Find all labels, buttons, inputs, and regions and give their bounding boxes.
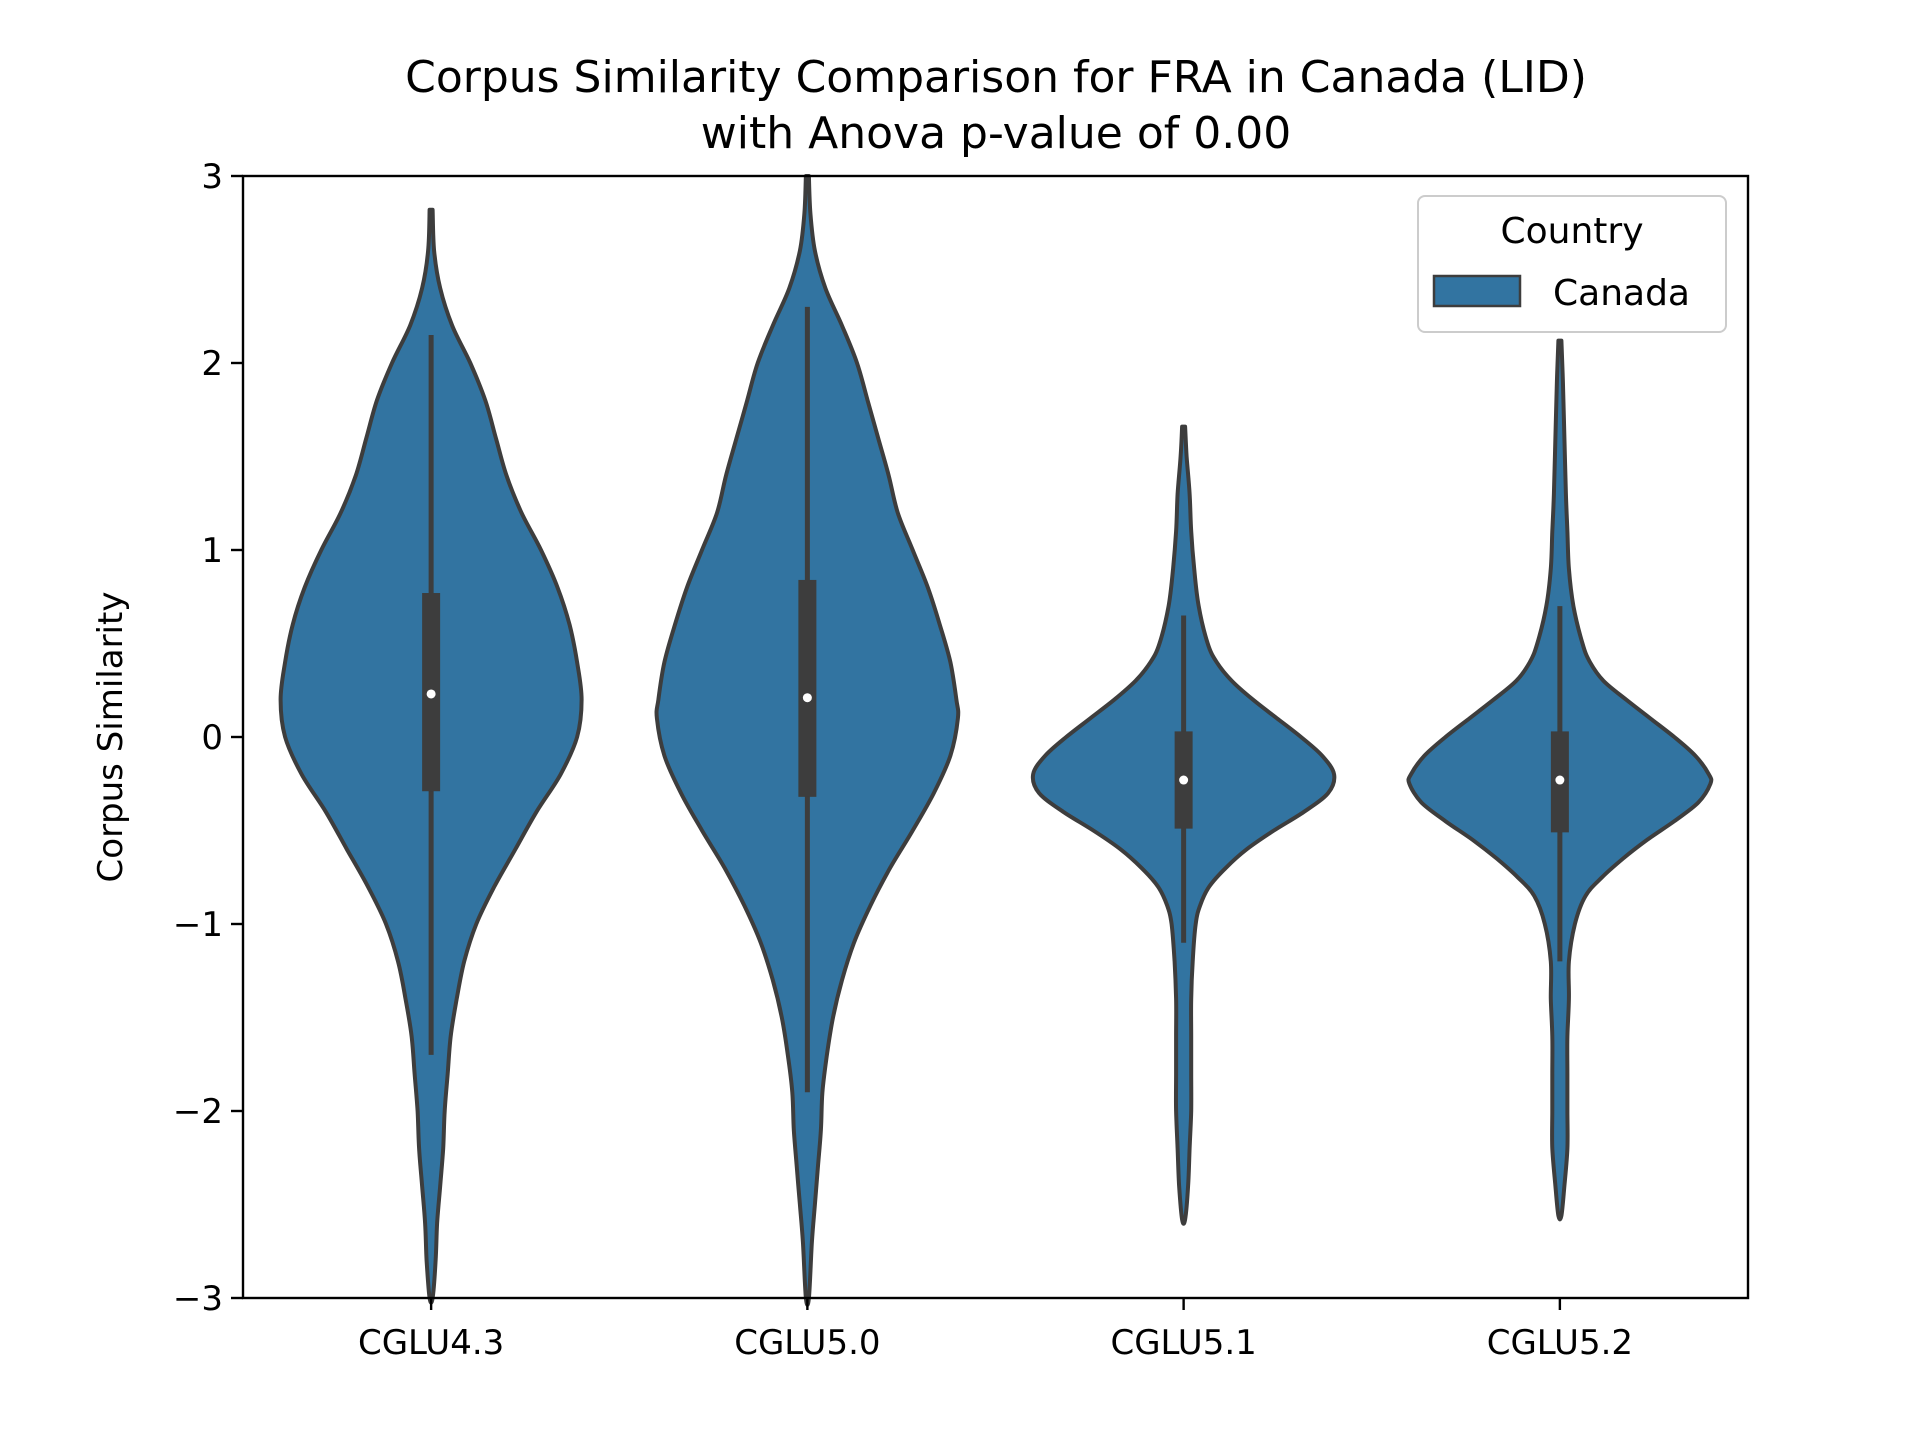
y-tick-label: 1 xyxy=(201,531,223,571)
x-axis-ticks: CGLU4.3 CGLU5.0 CGLU5.1 CGLU5.2 xyxy=(358,1298,1633,1363)
legend-title: Country xyxy=(1500,211,1643,252)
x-tick-label: CGLU5.1 xyxy=(1110,1323,1256,1363)
legend: Country Canada xyxy=(1417,195,1727,333)
legend-swatch-canada xyxy=(1432,274,1522,308)
chart-title-line-1: Corpus Similarity Comparison for FRA in … xyxy=(405,52,1587,103)
violins-layer xyxy=(278,174,1714,1307)
violin-median-point xyxy=(1555,775,1565,785)
y-tick-label: 2 xyxy=(201,344,223,384)
violin-iqr-box xyxy=(798,579,817,797)
legend-entry-canada: Canada xyxy=(1553,273,1690,314)
plot-area-frame xyxy=(241,174,1750,1300)
violin-median-point xyxy=(802,693,812,703)
y-tick-label: −3 xyxy=(173,1279,223,1319)
x-tick-label: CGLU4.3 xyxy=(358,1323,504,1363)
y-tick-label: 0 xyxy=(201,718,223,758)
y-tick-label: 3 xyxy=(201,157,223,197)
y-tick-label: −1 xyxy=(173,905,223,945)
chart-title-line-2: with Anova p-value of 0.00 xyxy=(701,108,1291,159)
y-axis-label: Corpus Similarity xyxy=(91,592,131,883)
y-axis-ticks: 3 2 1 0 −1 −2 −3 xyxy=(173,157,243,1319)
violin-median-point xyxy=(426,689,436,699)
x-tick-label: CGLU5.0 xyxy=(734,1323,880,1363)
violin-median-point xyxy=(1179,775,1189,785)
y-tick-label: −2 xyxy=(173,1092,223,1132)
x-tick-label: CGLU5.2 xyxy=(1487,1323,1633,1363)
